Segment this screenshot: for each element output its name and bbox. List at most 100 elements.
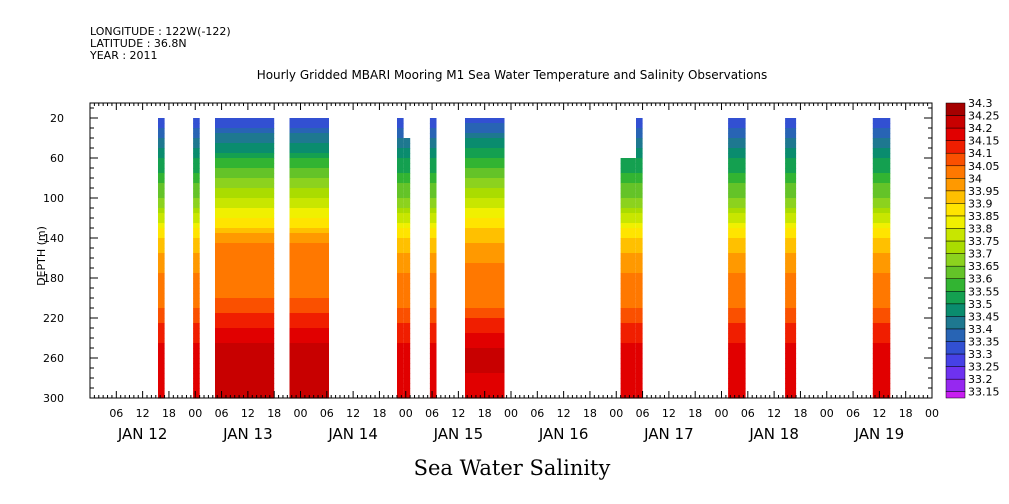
salinity-cell xyxy=(158,323,165,329)
salinity-cell xyxy=(465,263,505,269)
salinity-cell xyxy=(728,138,746,144)
salinity-cell xyxy=(289,118,329,124)
salinity-cell xyxy=(785,303,797,309)
y-tick-label: 100 xyxy=(43,192,64,205)
salinity-cell xyxy=(158,133,165,139)
y-tick-label: 140 xyxy=(43,232,64,245)
salinity-cell xyxy=(289,323,329,329)
x-day-label: JAN 17 xyxy=(643,425,694,443)
salinity-cell xyxy=(728,233,746,239)
salinity-cell xyxy=(215,338,275,344)
salinity-cell xyxy=(872,163,891,169)
salinity-cell xyxy=(429,193,437,199)
header-info: LONGITUDE : 122W(-122) LATITUDE : 36.8N … xyxy=(89,25,231,62)
salinity-cell xyxy=(215,288,275,294)
salinity-cell xyxy=(193,313,200,319)
salinity-cell xyxy=(728,268,746,274)
x-day-label: JAN 19 xyxy=(854,425,905,443)
salinity-cell xyxy=(215,333,275,339)
x-hour-label: 12 xyxy=(241,407,255,420)
salinity-cell xyxy=(728,168,746,174)
salinity-cell xyxy=(620,223,636,229)
data-segment xyxy=(636,118,643,399)
salinity-cell xyxy=(158,333,165,339)
colorbar-label: 33.9 xyxy=(968,197,993,210)
salinity-cell xyxy=(289,333,329,339)
salinity-cell xyxy=(620,163,636,169)
salinity-cell xyxy=(465,228,505,234)
salinity-cell xyxy=(728,328,746,334)
data-segment xyxy=(465,118,505,399)
salinity-cell xyxy=(193,243,200,249)
salinity-cell xyxy=(215,198,275,204)
salinity-cell xyxy=(636,303,643,309)
salinity-cell xyxy=(785,373,797,379)
salinity-cell xyxy=(215,218,275,224)
salinity-cell xyxy=(397,338,404,344)
salinity-cell xyxy=(158,348,165,354)
salinity-cell xyxy=(193,283,200,289)
salinity-cell xyxy=(158,393,165,399)
colorbar-label: 33.35 xyxy=(968,336,1000,349)
salinity-cell xyxy=(429,213,437,219)
salinity-cell xyxy=(465,273,505,279)
colorbar-label: 33.45 xyxy=(968,310,1000,323)
salinity-cell xyxy=(397,213,404,219)
salinity-cell xyxy=(193,278,200,284)
salinity-cell xyxy=(289,198,329,204)
salinity-cell xyxy=(620,328,636,334)
salinity-cell xyxy=(403,318,411,324)
salinity-cell xyxy=(785,348,797,354)
salinity-cell xyxy=(728,118,746,124)
x-hour-label: 12 xyxy=(451,407,465,420)
salinity-cell xyxy=(620,238,636,244)
salinity-cell xyxy=(872,343,891,349)
x-axis-label: Sea Water Salinity xyxy=(414,456,611,480)
salinity-cell xyxy=(403,383,411,389)
y-axis: 20 60 100 140 180 220 260 300 xyxy=(43,107,932,405)
colorbar-swatch xyxy=(945,328,966,342)
salinity-cell xyxy=(465,198,505,204)
salinity-cell xyxy=(289,253,329,259)
salinity-cell xyxy=(158,288,165,294)
data-segment xyxy=(429,118,437,399)
salinity-cell xyxy=(429,128,437,134)
salinity-cell xyxy=(465,338,505,344)
salinity-cell xyxy=(636,293,643,299)
salinity-cell xyxy=(872,178,891,184)
salinity-cell xyxy=(728,178,746,184)
salinity-cell xyxy=(158,153,165,159)
salinity-cell xyxy=(215,313,275,319)
salinity-cell xyxy=(728,198,746,204)
salinity-cell xyxy=(403,208,411,214)
salinity-cell xyxy=(785,288,797,294)
salinity-cell xyxy=(215,163,275,169)
salinity-cell xyxy=(620,173,636,179)
salinity-cell xyxy=(215,118,275,124)
salinity-cell xyxy=(465,128,505,134)
salinity-cell xyxy=(403,168,411,174)
salinity-cell xyxy=(728,378,746,384)
salinity-cell xyxy=(620,363,636,369)
salinity-cell xyxy=(872,268,891,274)
salinity-cell xyxy=(872,148,891,154)
salinity-cell xyxy=(872,233,891,239)
salinity-cell xyxy=(429,218,437,224)
salinity-cell xyxy=(215,233,275,239)
salinity-cell xyxy=(215,138,275,144)
salinity-cell xyxy=(215,243,275,249)
salinity-cell xyxy=(397,368,404,374)
salinity-cell xyxy=(429,243,437,249)
salinity-cell xyxy=(429,318,437,324)
salinity-cell xyxy=(620,348,636,354)
x-hour-label: 18 xyxy=(267,407,281,420)
salinity-cell xyxy=(620,208,636,214)
salinity-cell xyxy=(193,213,200,219)
salinity-cell xyxy=(397,208,404,214)
salinity-cell xyxy=(728,308,746,314)
salinity-cell xyxy=(193,178,200,184)
colorbar-label: 33.25 xyxy=(968,361,1000,374)
salinity-cell xyxy=(193,133,200,139)
salinity-cell xyxy=(429,168,437,174)
salinity-cell xyxy=(465,238,505,244)
